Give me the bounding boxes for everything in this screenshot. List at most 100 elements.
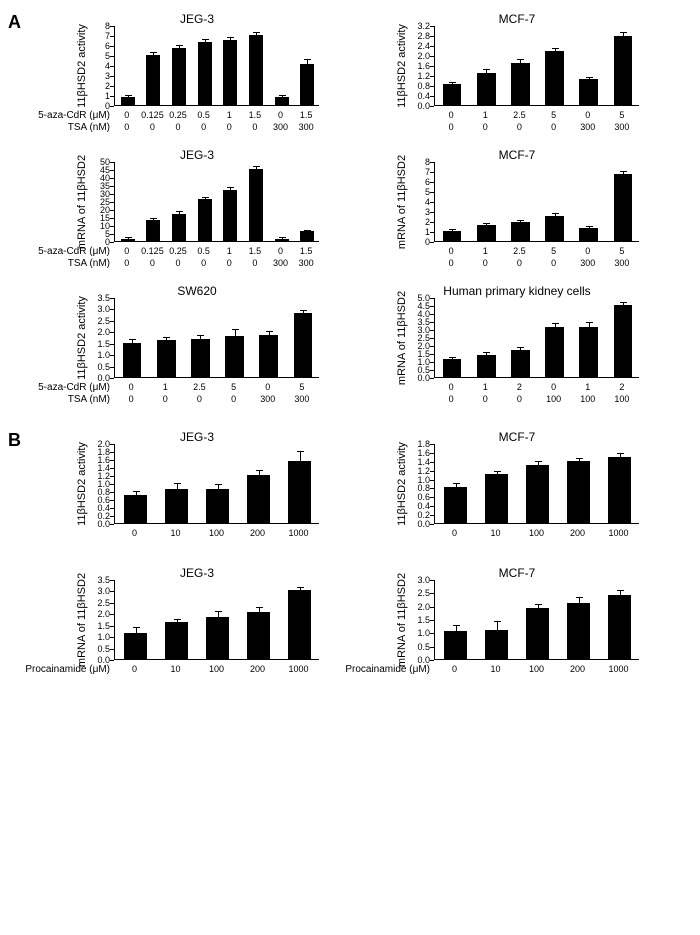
x-tick-label: 300 [606,122,638,132]
error-bar [200,336,201,339]
bar [545,327,564,377]
x-tick-label: 1000 [603,528,635,538]
bar [157,340,176,377]
bar [579,79,598,105]
x-row-label: TSA (nM) [22,122,110,133]
x-tick-label: 100 [572,394,604,404]
y-tick-mark [430,222,434,223]
y-tick-mark [430,76,434,77]
error-cap [449,229,456,230]
bar [545,216,564,241]
x-tick-label: 0 [435,258,467,268]
y-tick-label: 2.5 [86,598,110,608]
y-tick-label: 3.0 [406,575,430,585]
y-tick-mark [110,321,114,322]
y-tick-label: 3.0 [86,304,110,314]
error-bar [256,33,257,35]
y-tick-label: 0.2 [406,510,430,520]
y-tick-label: 0.6 [406,492,430,502]
error-cap [133,491,140,492]
error-cap [163,337,170,338]
y-tick-mark [110,106,114,107]
y-tick-label: 0.8 [406,81,430,91]
plot-area [114,298,319,378]
error-cap [174,483,181,484]
bar [567,603,590,659]
bar [223,40,237,105]
error-cap [517,347,524,348]
error-bar [307,60,308,64]
error-cap [227,37,234,38]
bar [444,487,467,523]
x-tick-label: 2 [606,382,638,392]
y-tick-label: 2.8 [406,31,430,41]
x-tick-label: 300 [290,122,322,132]
error-bar [456,484,457,486]
error-cap [256,470,263,471]
error-bar [497,622,498,629]
y-tick-mark [110,56,114,57]
chart-b4: MCF-7mRNA of 11βHSD20.00.51.01.52.02.53.… [392,566,642,681]
y-tick-label: 1.2 [406,71,430,81]
y-tick-label: 6 [406,177,430,187]
x-tick-label: 0 [119,664,151,674]
y-tick-label: 2.0 [406,602,430,612]
error-bar [218,485,219,489]
plot-area [114,26,319,106]
error-cap [617,453,624,454]
bar [443,84,462,105]
y-tick-label: 5 [406,187,430,197]
bar [124,495,147,523]
error-cap [483,223,490,224]
y-tick-mark [430,471,434,472]
y-tick-mark [430,580,434,581]
y-tick-mark [110,218,114,219]
bar [198,42,212,105]
error-cap [620,302,627,303]
error-cap [202,39,209,40]
bar [511,222,530,241]
error-cap [176,211,183,212]
y-tick-label: 2.4 [406,41,430,51]
plot-area [434,26,639,106]
bar [191,339,210,377]
y-tick-label: 1.5 [406,615,430,625]
bar [275,239,289,241]
bar [165,489,188,523]
x-tick-label: 5 [218,382,250,392]
y-tick-mark [110,234,114,235]
bar [259,335,278,377]
y-tick-mark [430,56,434,57]
x-tick-label: 300 [286,394,318,404]
y-tick-label: 0.4 [406,501,430,511]
x-tick-label: 0 [469,122,501,132]
y-tick-mark [110,444,114,445]
x-tick-label: 2 [503,382,535,392]
x-tick-label: 300 [572,122,604,132]
y-tick-mark [430,66,434,67]
error-bar [205,40,206,42]
error-bar [497,472,498,474]
x-tick-label: 10 [480,664,512,674]
y-tick-mark [430,314,434,315]
error-cap [202,197,209,198]
error-cap [297,587,304,588]
error-bar [623,33,624,37]
error-cap [125,95,132,96]
y-tick-mark [430,86,434,87]
error-bar [456,626,457,631]
x-tick-label: 2.5 [183,382,215,392]
error-cap [552,48,559,49]
y-tick-mark [110,468,114,469]
error-bar [166,338,167,340]
error-cap [232,329,239,330]
x-tick-label: 0 [503,122,535,132]
y-tick-mark [430,106,434,107]
y-tick-mark [430,322,434,323]
y-tick-mark [110,66,114,67]
x-row-label: TSA (nM) [22,394,110,405]
error-cap [129,339,136,340]
y-tick-label: 1.8 [406,439,430,449]
error-bar [235,330,236,336]
error-bar [623,303,624,305]
